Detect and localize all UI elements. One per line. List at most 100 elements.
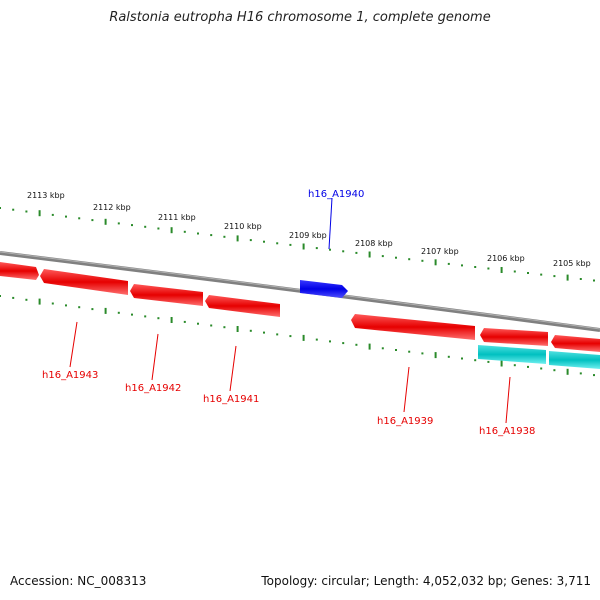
- inner-scale-minor-tick: [117, 311, 120, 314]
- gene-label-h16-a1942[interactable]: h16_A1942: [125, 383, 181, 394]
- scale-label-2108: 2108 kbp: [355, 239, 393, 248]
- gene-label-h16-a1940[interactable]: h16_A1940: [308, 189, 364, 200]
- inner-scale-minor-tick: [355, 343, 358, 346]
- gene-h16-a1939[interactable]: [351, 314, 475, 340]
- gene-labels: h16_A1940 h16_A1943 h16_A1942 h16_A1941 …: [42, 189, 535, 437]
- inner-scale-minor-tick: [12, 296, 15, 299]
- gene-label-h16-a1938[interactable]: h16_A1938: [479, 426, 535, 437]
- inner-scale-minor-tick: [157, 317, 160, 320]
- inner-scale-minor-tick: [65, 304, 67, 307]
- scale-label-2109: 2109 kbp: [289, 231, 327, 240]
- outer-scale-minor-tick: [593, 279, 595, 282]
- gene-feature-cyan-2[interactable]: [549, 351, 600, 369]
- inner-scale-minor-tick: [223, 326, 226, 329]
- outer-scale-minor-tick: [249, 239, 252, 242]
- outer-scale-minor-tick: [0, 207, 1, 209]
- leader-h16-a1942: [151, 333, 159, 381]
- gene-h16-a1937[interactable]: [551, 335, 600, 352]
- outer-scale-minor-tick: [276, 242, 279, 245]
- outer-scale-major-tick: [170, 227, 173, 234]
- scale-label-2105: 2105 kbp: [553, 259, 591, 268]
- inner-scale-major-tick: [170, 317, 173, 323]
- inner-scale-minor-tick: [527, 365, 529, 368]
- inner-scale-minor-tick: [51, 302, 54, 305]
- inner-scale-minor-tick: [289, 335, 292, 338]
- outer-scale-major-tick: [566, 274, 569, 281]
- inner-scale-minor-tick: [0, 295, 1, 297]
- outer-scale-minor-tick: [65, 215, 67, 218]
- outer-scale-minor-tick: [487, 267, 490, 270]
- inner-scale-minor-tick: [144, 315, 147, 318]
- scale-label-2113: 2113 kbp: [27, 191, 65, 200]
- outer-scale-minor-tick: [513, 270, 516, 273]
- outer-scale-minor-tick: [263, 240, 265, 243]
- outer-scale-major-tick: [236, 235, 239, 242]
- inner-scale-minor-tick: [329, 340, 331, 343]
- outer-scale-minor-tick: [474, 266, 477, 268]
- outer-scale-minor-tick: [210, 234, 213, 237]
- inner-scale-minor-tick: [315, 338, 318, 341]
- outer-scale-minor-tick: [223, 235, 226, 238]
- gene-feature-cyan-1[interactable]: [478, 345, 546, 364]
- inner-scale-major-tick: [434, 352, 437, 359]
- inner-scale-minor-tick: [183, 320, 186, 323]
- inner-scale-major-tick: [500, 360, 503, 367]
- gene-label-h16-a1943[interactable]: h16_A1943: [42, 370, 98, 381]
- leader-h16-a1938: [505, 376, 511, 424]
- gene-label-h16-a1941[interactable]: h16_A1941: [203, 394, 259, 405]
- inner-scale-major-tick: [566, 368, 569, 375]
- inner-scale-minor-tick: [381, 347, 384, 350]
- inner-scale-major-tick: [236, 326, 239, 332]
- outer-scale-minor-tick: [289, 243, 292, 246]
- outer-scale-minor-tick: [315, 247, 318, 250]
- outer-scale-minor-tick: [183, 230, 186, 233]
- inner-scale-minor-tick: [131, 313, 133, 316]
- scale-label-2107: 2107 kbp: [421, 247, 459, 256]
- scale-label-2106: 2106 kbp: [487, 254, 525, 263]
- outer-scale-minor-tick: [329, 248, 331, 251]
- outer-scale-minor-tick: [408, 258, 411, 261]
- outer-scale-minor-tick: [579, 278, 582, 280]
- inner-scale-minor-tick: [25, 298, 28, 301]
- inner-scale-minor-tick: [210, 324, 213, 327]
- inner-scale-minor-tick: [263, 331, 265, 334]
- inner-scale-minor-tick: [593, 374, 595, 377]
- inner-scale-minor-tick: [513, 364, 516, 367]
- inner-scale-ticks: [0, 295, 595, 377]
- outer-scale-minor-tick: [157, 227, 160, 230]
- leader-h16-a1943: [69, 321, 78, 368]
- inner-scale-major-tick: [302, 334, 305, 341]
- gene-h16-a1943[interactable]: [40, 269, 128, 295]
- inner-scale-minor-tick: [197, 322, 199, 325]
- inner-scale-minor-tick: [342, 342, 345, 345]
- gene-h16-a1941[interactable]: [205, 295, 280, 317]
- gene-h16-a1938[interactable]: [480, 328, 548, 346]
- leader-h16-a1939: [403, 366, 410, 413]
- inner-scale-major-tick: [104, 307, 107, 314]
- outer-scale-minor-tick: [553, 275, 556, 278]
- inner-scale-minor-tick: [91, 308, 94, 311]
- gene-label-h16-a1939[interactable]: h16_A1939: [377, 416, 433, 427]
- scale-label-2110: 2110 kbp: [224, 222, 262, 231]
- outer-scale-major-tick: [104, 218, 107, 225]
- gene-h16-a1940[interactable]: [300, 280, 348, 298]
- gene-h16-a1944[interactable]: [0, 262, 39, 280]
- inner-scale-minor-tick: [249, 329, 252, 332]
- scale-label-2112: 2112 kbp: [93, 203, 131, 212]
- outer-scale-minor-tick: [91, 219, 94, 222]
- outer-scale-minor-tick: [355, 251, 358, 254]
- outer-scale-minor-tick: [461, 264, 463, 267]
- inner-scale-minor-tick: [553, 369, 556, 372]
- inner-scale-minor-tick: [474, 359, 477, 362]
- outer-scale-major-tick: [302, 243, 305, 250]
- gene-h16-a1942[interactable]: [130, 284, 203, 306]
- outer-scale-minor-tick: [381, 255, 384, 258]
- inner-scale-minor-tick: [276, 333, 279, 336]
- map-title: Ralstonia eutropha H16 chromosome 1, com…: [109, 10, 491, 25]
- outer-scale-minor-tick: [527, 272, 529, 274]
- genome-summary-text: Topology: circular; Length: 4,052,032 bp…: [261, 574, 591, 588]
- outer-scale-major-tick: [38, 210, 41, 217]
- outer-scale-minor-tick: [342, 250, 345, 253]
- outer-scale-ticks: [0, 207, 595, 282]
